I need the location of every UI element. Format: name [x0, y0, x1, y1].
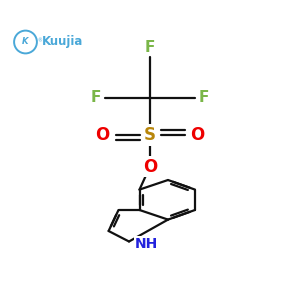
Text: F: F — [199, 90, 209, 105]
Text: ®: ® — [38, 38, 42, 43]
Text: O: O — [190, 126, 205, 144]
Text: F: F — [145, 40, 155, 55]
Text: S: S — [144, 126, 156, 144]
Text: Kuujia: Kuujia — [42, 35, 83, 49]
Text: O: O — [143, 158, 157, 175]
Text: NH: NH — [135, 237, 158, 251]
Text: O: O — [95, 126, 110, 144]
Text: F: F — [91, 90, 101, 105]
Text: K: K — [22, 38, 29, 46]
